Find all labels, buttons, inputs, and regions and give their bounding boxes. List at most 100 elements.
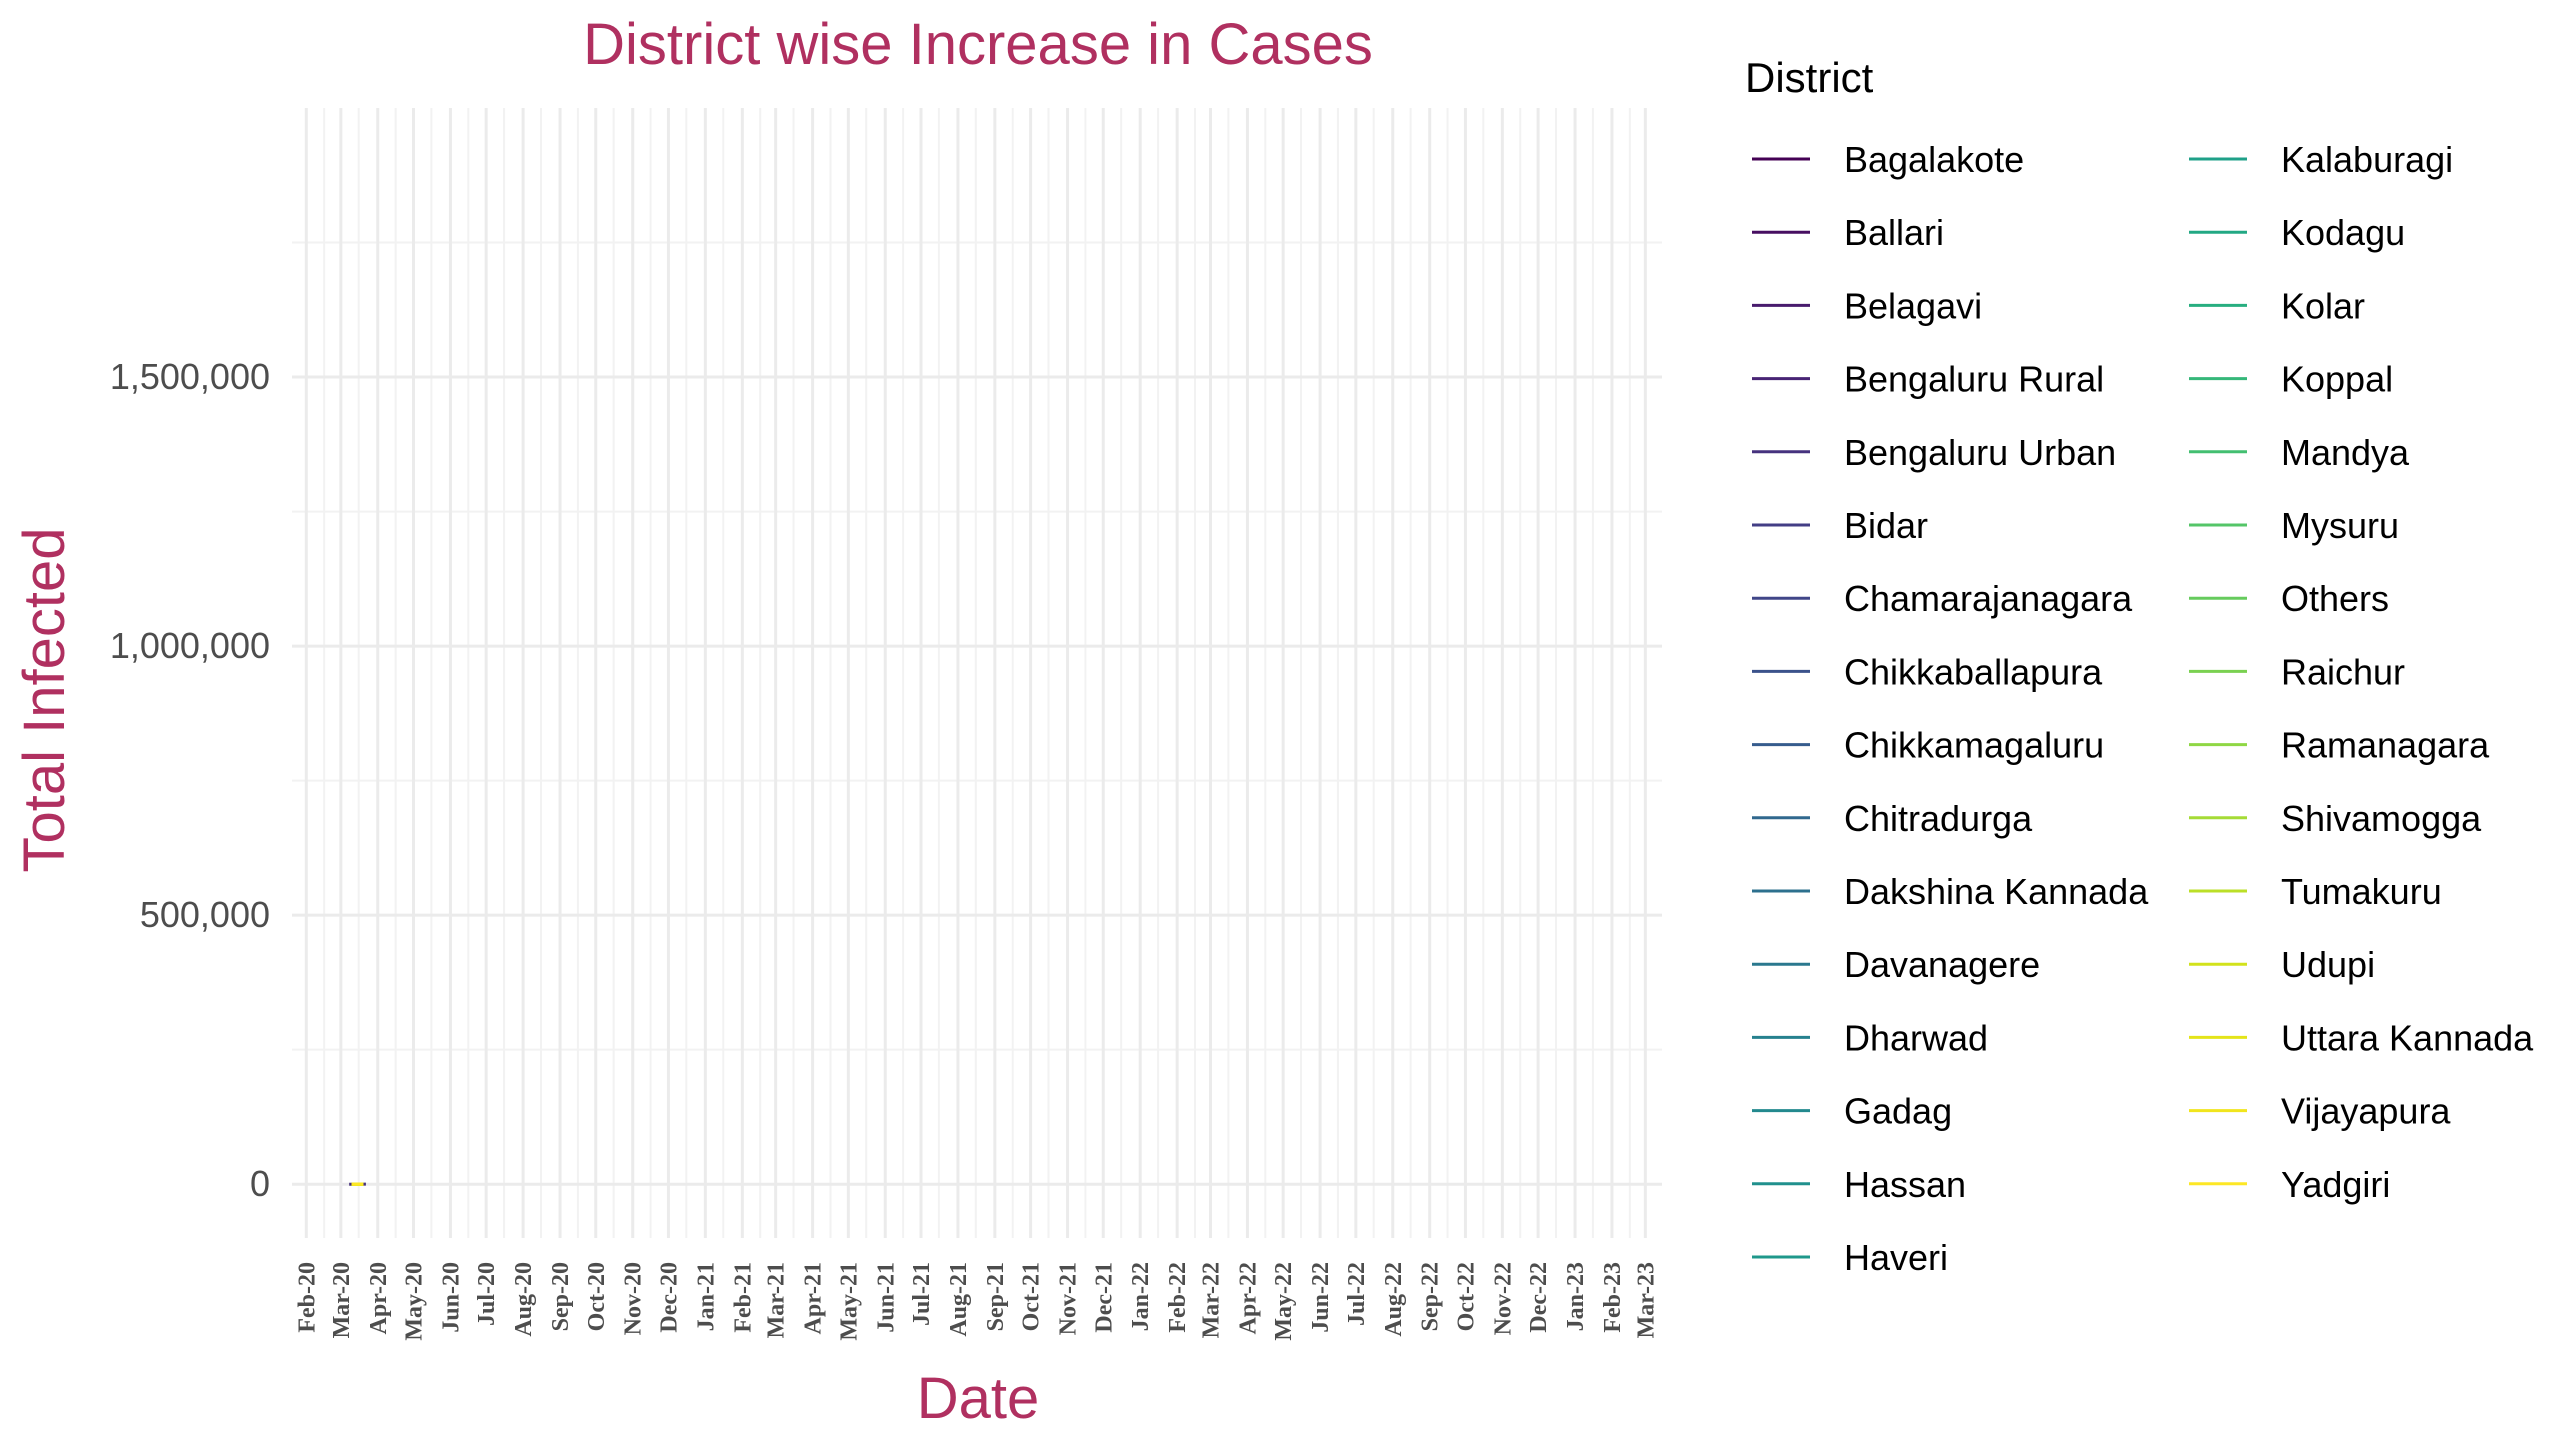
legend-label: Hassan (1844, 1164, 1966, 1205)
grid-lines (292, 108, 1662, 1238)
legend-item-belagavi: Belagavi (1752, 285, 1982, 326)
x-axis-title: Date (917, 1366, 1040, 1431)
chart-title: District wise Increase in Cases (583, 12, 1373, 77)
legend-label: Others (2281, 578, 2389, 619)
legend-item-chamarajanagara: Chamarajanagara (1752, 578, 2133, 619)
x-tick-label: Aug-20 (511, 1262, 537, 1337)
legend-item-haveri: Haveri (1752, 1237, 1948, 1278)
legend-item-others: Others (2189, 578, 2389, 619)
legend-label: Chamarajanagara (1844, 578, 2133, 619)
x-tick-label: Dec-20 (656, 1262, 682, 1333)
x-tick-label: Dec-22 (1526, 1262, 1552, 1333)
x-tick-label: Dec-21 (1091, 1262, 1117, 1333)
x-tick-label: Apr-20 (366, 1262, 392, 1334)
y-axis-ticks: 0 500,000 1,000,000 1,500,000 (110, 356, 270, 1204)
legend-label: Udupi (2281, 944, 2375, 985)
legend-item-gadag: Gadag (1752, 1091, 1952, 1132)
legend-item-bengaluru-urban: Bengaluru Urban (1752, 432, 2116, 473)
y-tick-label: 1,500,000 (110, 356, 270, 397)
legend-item-mysuru: Mysuru (2189, 505, 2399, 546)
x-axis-ticks: Feb-20 Mar-20 Apr-20 May-20 Jun-20 Jul-20 Aug-… (294, 1262, 1659, 1341)
legend-label: Kodagu (2281, 212, 2405, 253)
x-tick-label: Sep-21 (983, 1262, 1009, 1331)
legend-label: Bengaluru Urban (1844, 432, 2116, 473)
legend-item-kolar: Kolar (2189, 285, 2365, 326)
legend-item-dakshina-kannada: Dakshina Kannada (1752, 871, 2149, 912)
legend-item-kalaburagi: Kalaburagi (2189, 139, 2453, 180)
x-tick-label: Feb-22 (1165, 1262, 1191, 1333)
legend-title: District (1745, 54, 1874, 101)
x-tick-label: Jul-21 (909, 1262, 935, 1326)
legend-label: Vijayapura (2281, 1091, 2451, 1132)
y-axis-title: Total Infected (12, 528, 77, 873)
legend-label: Koppal (2281, 359, 2393, 400)
legend-item-uttara-kannada: Uttara Kannada (2189, 1017, 2534, 1058)
x-tick-label: Nov-20 (621, 1262, 647, 1335)
legend-label: Chikkamagaluru (1844, 725, 2104, 766)
legend-label: Ballari (1844, 212, 1944, 253)
x-tick-label: Jan-23 (1563, 1262, 1589, 1331)
legend-label: Tumakuru (2281, 871, 2442, 912)
x-tick-label: Feb-20 (294, 1262, 320, 1333)
legend-item-yadgiri: Yadgiri (2189, 1164, 2390, 1205)
legend-label: Mandya (2281, 432, 2410, 473)
legend-item-davanagere: Davanagere (1752, 944, 2040, 985)
legend: District Bagalakote Ballari Belagavi Bengal… (1745, 54, 2534, 1278)
legend-label: Chikkaballapura (1844, 651, 2103, 692)
legend-label: Bidar (1844, 505, 1928, 546)
legend-item-chikkaballapura: Chikkaballapura (1752, 651, 2103, 692)
legend-item-shivamogga: Shivamogga (2189, 798, 2482, 839)
legend-item-hassan: Hassan (1752, 1164, 1966, 1205)
legend-label: Dharwad (1844, 1017, 1988, 1058)
legend-label: Ramanagara (2281, 725, 2490, 766)
y-tick-label: 0 (250, 1163, 270, 1204)
x-tick-label: May-20 (402, 1262, 428, 1341)
legend-label: Mysuru (2281, 505, 2399, 546)
x-tick-label: Apr-21 (801, 1262, 827, 1334)
x-tick-label: Nov-22 (1490, 1262, 1516, 1335)
x-tick-label: Jun-22 (1308, 1262, 1334, 1333)
legend-label: Yadgiri (2281, 1164, 2390, 1205)
x-tick-label: Jan-22 (1128, 1262, 1154, 1331)
legend-label: Kalaburagi (2281, 139, 2453, 180)
x-tick-label: Jun-20 (438, 1262, 464, 1333)
x-tick-label: Oct-20 (584, 1262, 610, 1331)
x-tick-label: Jan-21 (693, 1262, 719, 1331)
x-tick-label: Nov-21 (1056, 1262, 1082, 1335)
x-tick-label: Sep-22 (1418, 1262, 1444, 1331)
x-tick-label: May-22 (1271, 1262, 1297, 1341)
legend-label: Uttara Kannada (2281, 1017, 2534, 1058)
legend-item-raichur: Raichur (2189, 651, 2405, 692)
legend-item-bengaluru-rural: Bengaluru Rural (1752, 359, 2104, 400)
legend-item-koppal: Koppal (2189, 359, 2393, 400)
legend-label: Kolar (2281, 285, 2365, 326)
legend-item-mandya: Mandya (2189, 432, 2410, 473)
legend-item-kodagu: Kodagu (2189, 212, 2405, 253)
legend-label: Bagalakote (1844, 139, 2024, 180)
x-tick-label: Mar-23 (1633, 1262, 1659, 1338)
y-tick-label: 500,000 (140, 894, 270, 935)
x-tick-label: Mar-20 (329, 1262, 355, 1338)
y-tick-label: 1,000,000 (110, 625, 270, 666)
legend-label: Chitradurga (1844, 798, 2033, 839)
x-tick-label: Oct-21 (1019, 1262, 1045, 1331)
x-tick-label: Jun-21 (873, 1262, 899, 1333)
legend-label: Shivamogga (2281, 798, 2482, 839)
legend-label: Haveri (1844, 1237, 1948, 1278)
legend-item-dharwad: Dharwad (1752, 1017, 1988, 1058)
x-tick-label: Jul-20 (474, 1262, 500, 1326)
legend-label: Dakshina Kannada (1844, 871, 2149, 912)
x-tick-label: Mar-22 (1198, 1262, 1224, 1338)
x-tick-label: Mar-21 (764, 1262, 790, 1338)
x-tick-label: Apr-22 (1235, 1262, 1261, 1334)
legend-item-chikkamagaluru: Chikkamagaluru (1752, 725, 2104, 766)
legend-label: Raichur (2281, 651, 2405, 692)
legend-item-ballari: Ballari (1752, 212, 1944, 253)
legend-label: Davanagere (1844, 944, 2040, 985)
x-tick-label: May-21 (836, 1262, 862, 1341)
legend-item-bagalakote: Bagalakote (1752, 139, 2024, 180)
legend-item-bidar: Bidar (1752, 505, 1928, 546)
x-tick-label: Oct-22 (1453, 1262, 1479, 1331)
x-tick-label: Feb-23 (1600, 1262, 1626, 1333)
